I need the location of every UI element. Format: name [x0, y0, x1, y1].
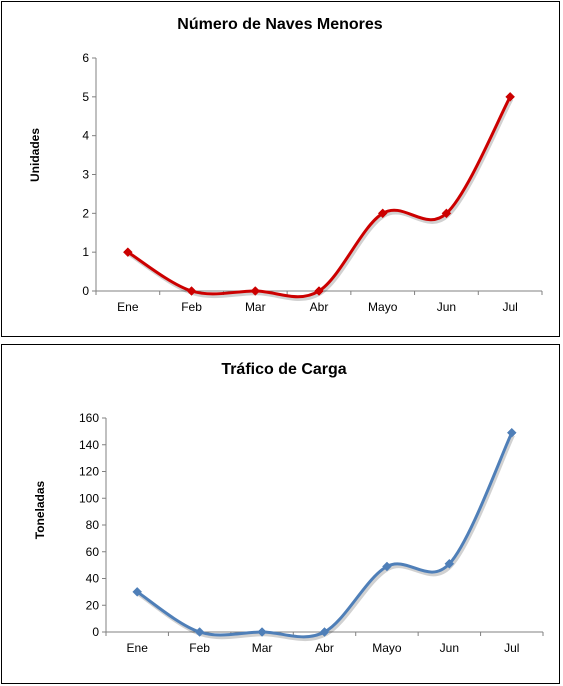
x-tick-label: Jun — [440, 641, 459, 655]
x-tick-label: Ene — [127, 641, 149, 655]
series-line-shadow — [128, 98, 514, 301]
y-tick-label: 80 — [86, 518, 100, 532]
y-tick-label: 5 — [82, 90, 89, 104]
x-tick-label: Mar — [245, 300, 266, 314]
x-tick-label: Abr — [310, 300, 329, 314]
y-tick-label: 3 — [82, 168, 89, 182]
x-tick-label: Feb — [181, 300, 202, 314]
chart-title: Tráfico de Carga — [221, 361, 346, 378]
plot-area: 0 20 40 60 80 100 120 140 160 Ene Feb Mar Abr Mayo Jun… — [79, 411, 544, 655]
chart-panel-trafico-carga: Tráfico de Carga Toneladas 0 20 40 60 80 100 1… — [1, 344, 560, 684]
y-tick-label: 120 — [79, 465, 99, 479]
y-tick-label: 40 — [86, 572, 100, 586]
y-tick-label: 2 — [82, 206, 89, 220]
y-tick-label: 20 — [86, 598, 100, 612]
x-tick-label: Jul — [502, 300, 517, 314]
data-point-marker — [257, 627, 267, 637]
y-tick-label: 0 — [82, 284, 89, 298]
y-tick-label: 4 — [82, 129, 89, 143]
data-point-marker — [382, 561, 392, 572]
chart-title: Número de Naves Menores — [177, 16, 383, 33]
y-tick-label: 60 — [86, 545, 100, 559]
x-tick-label: Jul — [504, 641, 519, 655]
chart-trafico-carga: Tráfico de Carga Toneladas 0 20 40 60 80 100 1… — [33, 361, 544, 655]
y-tick-label: 0 — [92, 625, 99, 639]
chart-naves-menores: Número de Naves Menores Unidades 0 1 2 3 4 5 6… — [28, 16, 543, 314]
y-tick-label: 140 — [79, 438, 99, 452]
data-point-marker — [505, 91, 515, 102]
data-point-marker — [444, 558, 455, 569]
y-axis-label: Toneladas — [33, 480, 47, 539]
y-tick-label: 100 — [79, 491, 99, 505]
x-tick-label: Mayo — [368, 300, 398, 314]
data-point-marker — [186, 286, 197, 296]
y-tick-label: 160 — [79, 411, 99, 425]
data-point-marker — [506, 427, 517, 438]
data-point-marker — [132, 587, 143, 597]
x-tick-label: Feb — [189, 641, 210, 655]
x-tick-label: Mayo — [372, 641, 402, 655]
series-line-shadow — [137, 434, 515, 642]
series-line — [135, 431, 514, 639]
data-point-marker — [377, 208, 388, 219]
data-point-marker — [250, 286, 261, 296]
series-line — [126, 95, 512, 299]
plot-area: 0 1 2 3 4 5 6 Ene Feb Mar Abr Mayo Jun Jul — [82, 51, 543, 314]
y-tick-label: 1 — [82, 245, 89, 259]
x-tick-label: Ene — [117, 300, 139, 314]
x-tick-label: Jun — [437, 300, 456, 314]
x-tick-label: Mar — [252, 641, 273, 655]
y-tick-label: 6 — [82, 51, 89, 65]
data-point-marker — [319, 627, 330, 637]
chart-panel-naves-menores: Número de Naves Menores Unidades 0 1 2 3 4 5 6… — [1, 1, 560, 337]
x-tick-label: Abr — [315, 641, 334, 655]
data-point-marker — [441, 208, 452, 219]
data-point-marker — [123, 247, 133, 258]
data-point-marker — [314, 286, 324, 296]
y-axis-label: Unidades — [28, 128, 42, 182]
data-point-marker — [194, 627, 205, 637]
